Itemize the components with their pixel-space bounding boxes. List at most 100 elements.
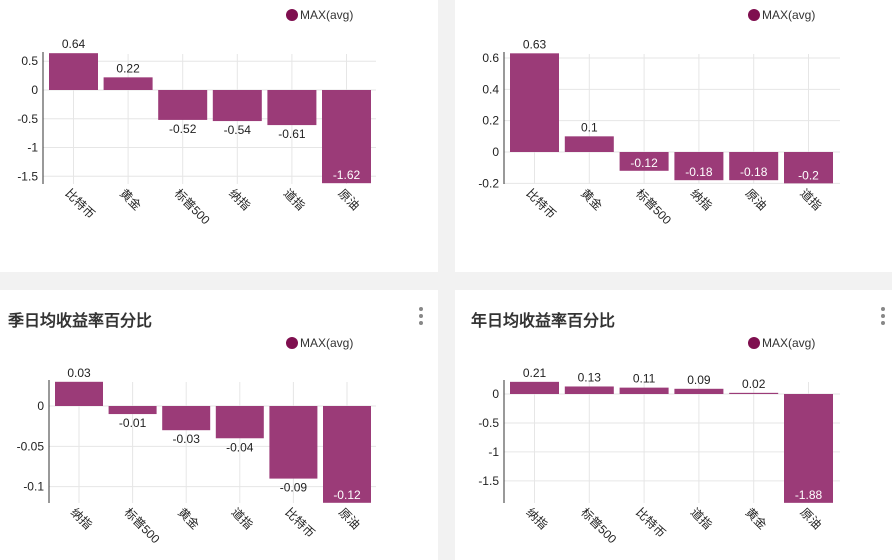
more-options-icon[interactable] bbox=[880, 307, 886, 325]
x-tick-label: 道指 bbox=[688, 505, 716, 533]
y-tick-label: -1 bbox=[488, 445, 499, 459]
bar bbox=[215, 406, 264, 439]
bar bbox=[269, 406, 318, 479]
x-tick-label: 纳指 bbox=[226, 186, 254, 214]
data-label: -0.01 bbox=[119, 416, 147, 430]
bar bbox=[55, 381, 103, 406]
legend-dot-icon bbox=[748, 9, 760, 21]
bar bbox=[108, 406, 157, 415]
data-label: 0.21 bbox=[523, 366, 547, 380]
data-label: 0.63 bbox=[523, 37, 547, 51]
more-options-icon[interactable] bbox=[418, 307, 424, 325]
bar bbox=[162, 406, 211, 431]
y-tick-label: 0.4 bbox=[482, 82, 499, 96]
x-tick-label: 道指 bbox=[797, 186, 825, 214]
data-label: 0.64 bbox=[62, 37, 86, 51]
data-label: -0.2 bbox=[798, 168, 819, 182]
legend[interactable]: MAX(avg) bbox=[748, 8, 815, 22]
y-tick-label: -0.2 bbox=[478, 176, 499, 190]
y-tick-label: 0.2 bbox=[482, 114, 499, 128]
y-tick-label: 0 bbox=[31, 83, 38, 97]
data-label: -0.52 bbox=[169, 122, 197, 136]
legend-dot-icon bbox=[286, 337, 298, 349]
bar bbox=[510, 53, 559, 152]
bar bbox=[49, 53, 98, 90]
legend-label: MAX(avg) bbox=[762, 8, 816, 22]
x-tick-label: 标普500 bbox=[633, 186, 674, 227]
y-tick-label: -0.5 bbox=[478, 416, 499, 430]
y-tick-label: 0 bbox=[492, 145, 499, 159]
x-tick-label: 比特币 bbox=[282, 505, 318, 541]
data-label: -1.88 bbox=[795, 488, 823, 502]
legend-dot-icon bbox=[748, 337, 760, 349]
bar bbox=[619, 152, 669, 171]
x-tick-label: 原油 bbox=[743, 186, 770, 213]
bar bbox=[103, 77, 153, 90]
y-tick-label: -0.1 bbox=[23, 480, 44, 494]
x-tick-label: 原油 bbox=[335, 186, 362, 213]
x-tick-label: 黄金 bbox=[743, 505, 771, 533]
bar bbox=[674, 152, 724, 181]
legend-label: MAX(avg) bbox=[762, 336, 816, 350]
legend-dot-icon bbox=[286, 9, 298, 21]
x-tick-label: 比特币 bbox=[62, 186, 98, 222]
bar bbox=[323, 406, 371, 503]
data-label: 0.22 bbox=[116, 61, 140, 75]
y-tick-label: 0 bbox=[492, 387, 499, 401]
data-label: 0.03 bbox=[67, 366, 91, 380]
x-tick-label: 原油 bbox=[797, 505, 824, 532]
y-tick-label: 0.5 bbox=[21, 54, 38, 68]
x-tick-label: 黄金 bbox=[175, 505, 203, 533]
y-tick-label: -1.5 bbox=[17, 169, 38, 183]
data-label: -0.12 bbox=[333, 488, 361, 502]
charts-layer: 0.5 0 -0.5 -1 -1.5 0.64 0.22 -0.52 -0.54 -0.61 -1.… bbox=[17, 37, 840, 546]
legend-label: MAX(avg) bbox=[300, 336, 354, 350]
data-label: -0.61 bbox=[278, 127, 306, 141]
bar bbox=[564, 136, 614, 152]
x-tick-label: 纳指 bbox=[688, 186, 716, 214]
data-label: -0.54 bbox=[224, 123, 252, 137]
x-tick-label: 纳指 bbox=[68, 505, 96, 533]
y-tick-label: -0.5 bbox=[17, 112, 38, 126]
x-tick-label: 黄金 bbox=[117, 186, 145, 214]
x-tick-label: 标普500 bbox=[172, 186, 213, 227]
data-label: -0.18 bbox=[685, 165, 713, 179]
y-tick-label: -1 bbox=[27, 141, 38, 155]
legend[interactable]: MAX(avg) bbox=[286, 336, 353, 350]
bar bbox=[158, 90, 208, 120]
data-label: -0.04 bbox=[226, 440, 254, 454]
data-label: 0.02 bbox=[742, 377, 766, 391]
legend[interactable]: MAX(avg) bbox=[748, 336, 815, 350]
data-label: 0.1 bbox=[581, 120, 598, 134]
bar bbox=[729, 152, 779, 181]
bar bbox=[729, 392, 779, 394]
data-label: 0.11 bbox=[633, 372, 656, 386]
x-tick-label: 原油 bbox=[336, 505, 363, 532]
bar bbox=[267, 90, 317, 126]
data-label: -0.03 bbox=[173, 432, 201, 446]
bar bbox=[322, 90, 371, 184]
panel-title: 年日均收益率百分比 bbox=[471, 313, 616, 330]
data-label: -0.12 bbox=[630, 156, 658, 170]
y-tick-label: -1.5 bbox=[478, 474, 499, 488]
y-tick-label: 0.6 bbox=[482, 51, 499, 65]
legend[interactable]: MAX(avg) bbox=[286, 8, 353, 22]
data-label: 0.13 bbox=[578, 370, 602, 384]
y-tick-label: 0 bbox=[37, 399, 44, 413]
data-label: -1.62 bbox=[333, 168, 361, 182]
x-tick-label: 比特币 bbox=[523, 186, 559, 222]
data-label: -0.09 bbox=[280, 481, 308, 495]
bar bbox=[784, 394, 833, 503]
y-tick-label: -0.05 bbox=[17, 439, 45, 453]
data-label: -0.18 bbox=[740, 165, 768, 179]
bar bbox=[619, 387, 669, 394]
x-tick-label: 纳指 bbox=[523, 505, 551, 533]
x-tick-label: 标普500 bbox=[578, 505, 619, 546]
bar bbox=[564, 386, 614, 394]
bar bbox=[674, 388, 724, 394]
panel-title: 季日均收益率百分比 bbox=[8, 313, 153, 330]
bar bbox=[212, 90, 262, 122]
x-tick-label: 道指 bbox=[229, 505, 257, 533]
x-tick-label: 道指 bbox=[281, 186, 309, 214]
x-tick-label: 标普500 bbox=[121, 505, 162, 546]
